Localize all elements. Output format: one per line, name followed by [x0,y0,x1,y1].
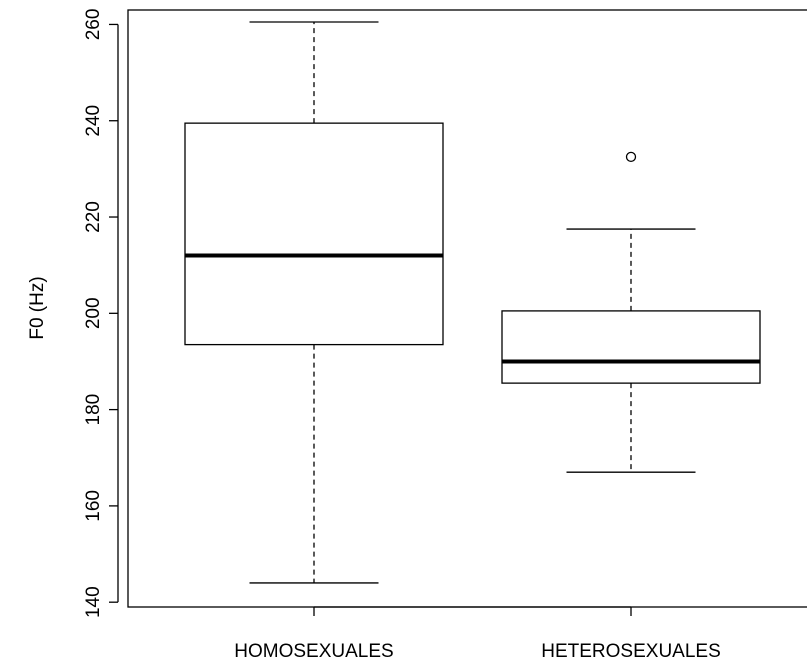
y-tick-label: 260 [83,9,104,41]
y-axis-label: F0 (Hz) [27,276,48,339]
y-axis: 140 160 180 200 220 240 260 [83,9,119,618]
x-tick-label: HETEROSEXUALES [541,641,721,662]
box-homosexuales [184,21,444,584]
outlier-point [625,151,637,162]
box-iqr [501,310,761,384]
box-heterosexuales [501,151,761,473]
boxes [184,21,761,584]
x-axis: HOMOSEXUALES HETEROSEXUALES [234,606,721,662]
box-iqr [184,122,444,346]
y-tick-label: 160 [83,490,104,522]
y-tick-label: 200 [83,297,104,329]
y-tick-label: 240 [83,105,104,137]
y-tick-label: 220 [83,201,104,233]
x-tick-label: HOMOSEXUALES [234,641,393,662]
y-tick-label: 140 [83,586,104,618]
y-tick-label: 180 [83,394,104,426]
